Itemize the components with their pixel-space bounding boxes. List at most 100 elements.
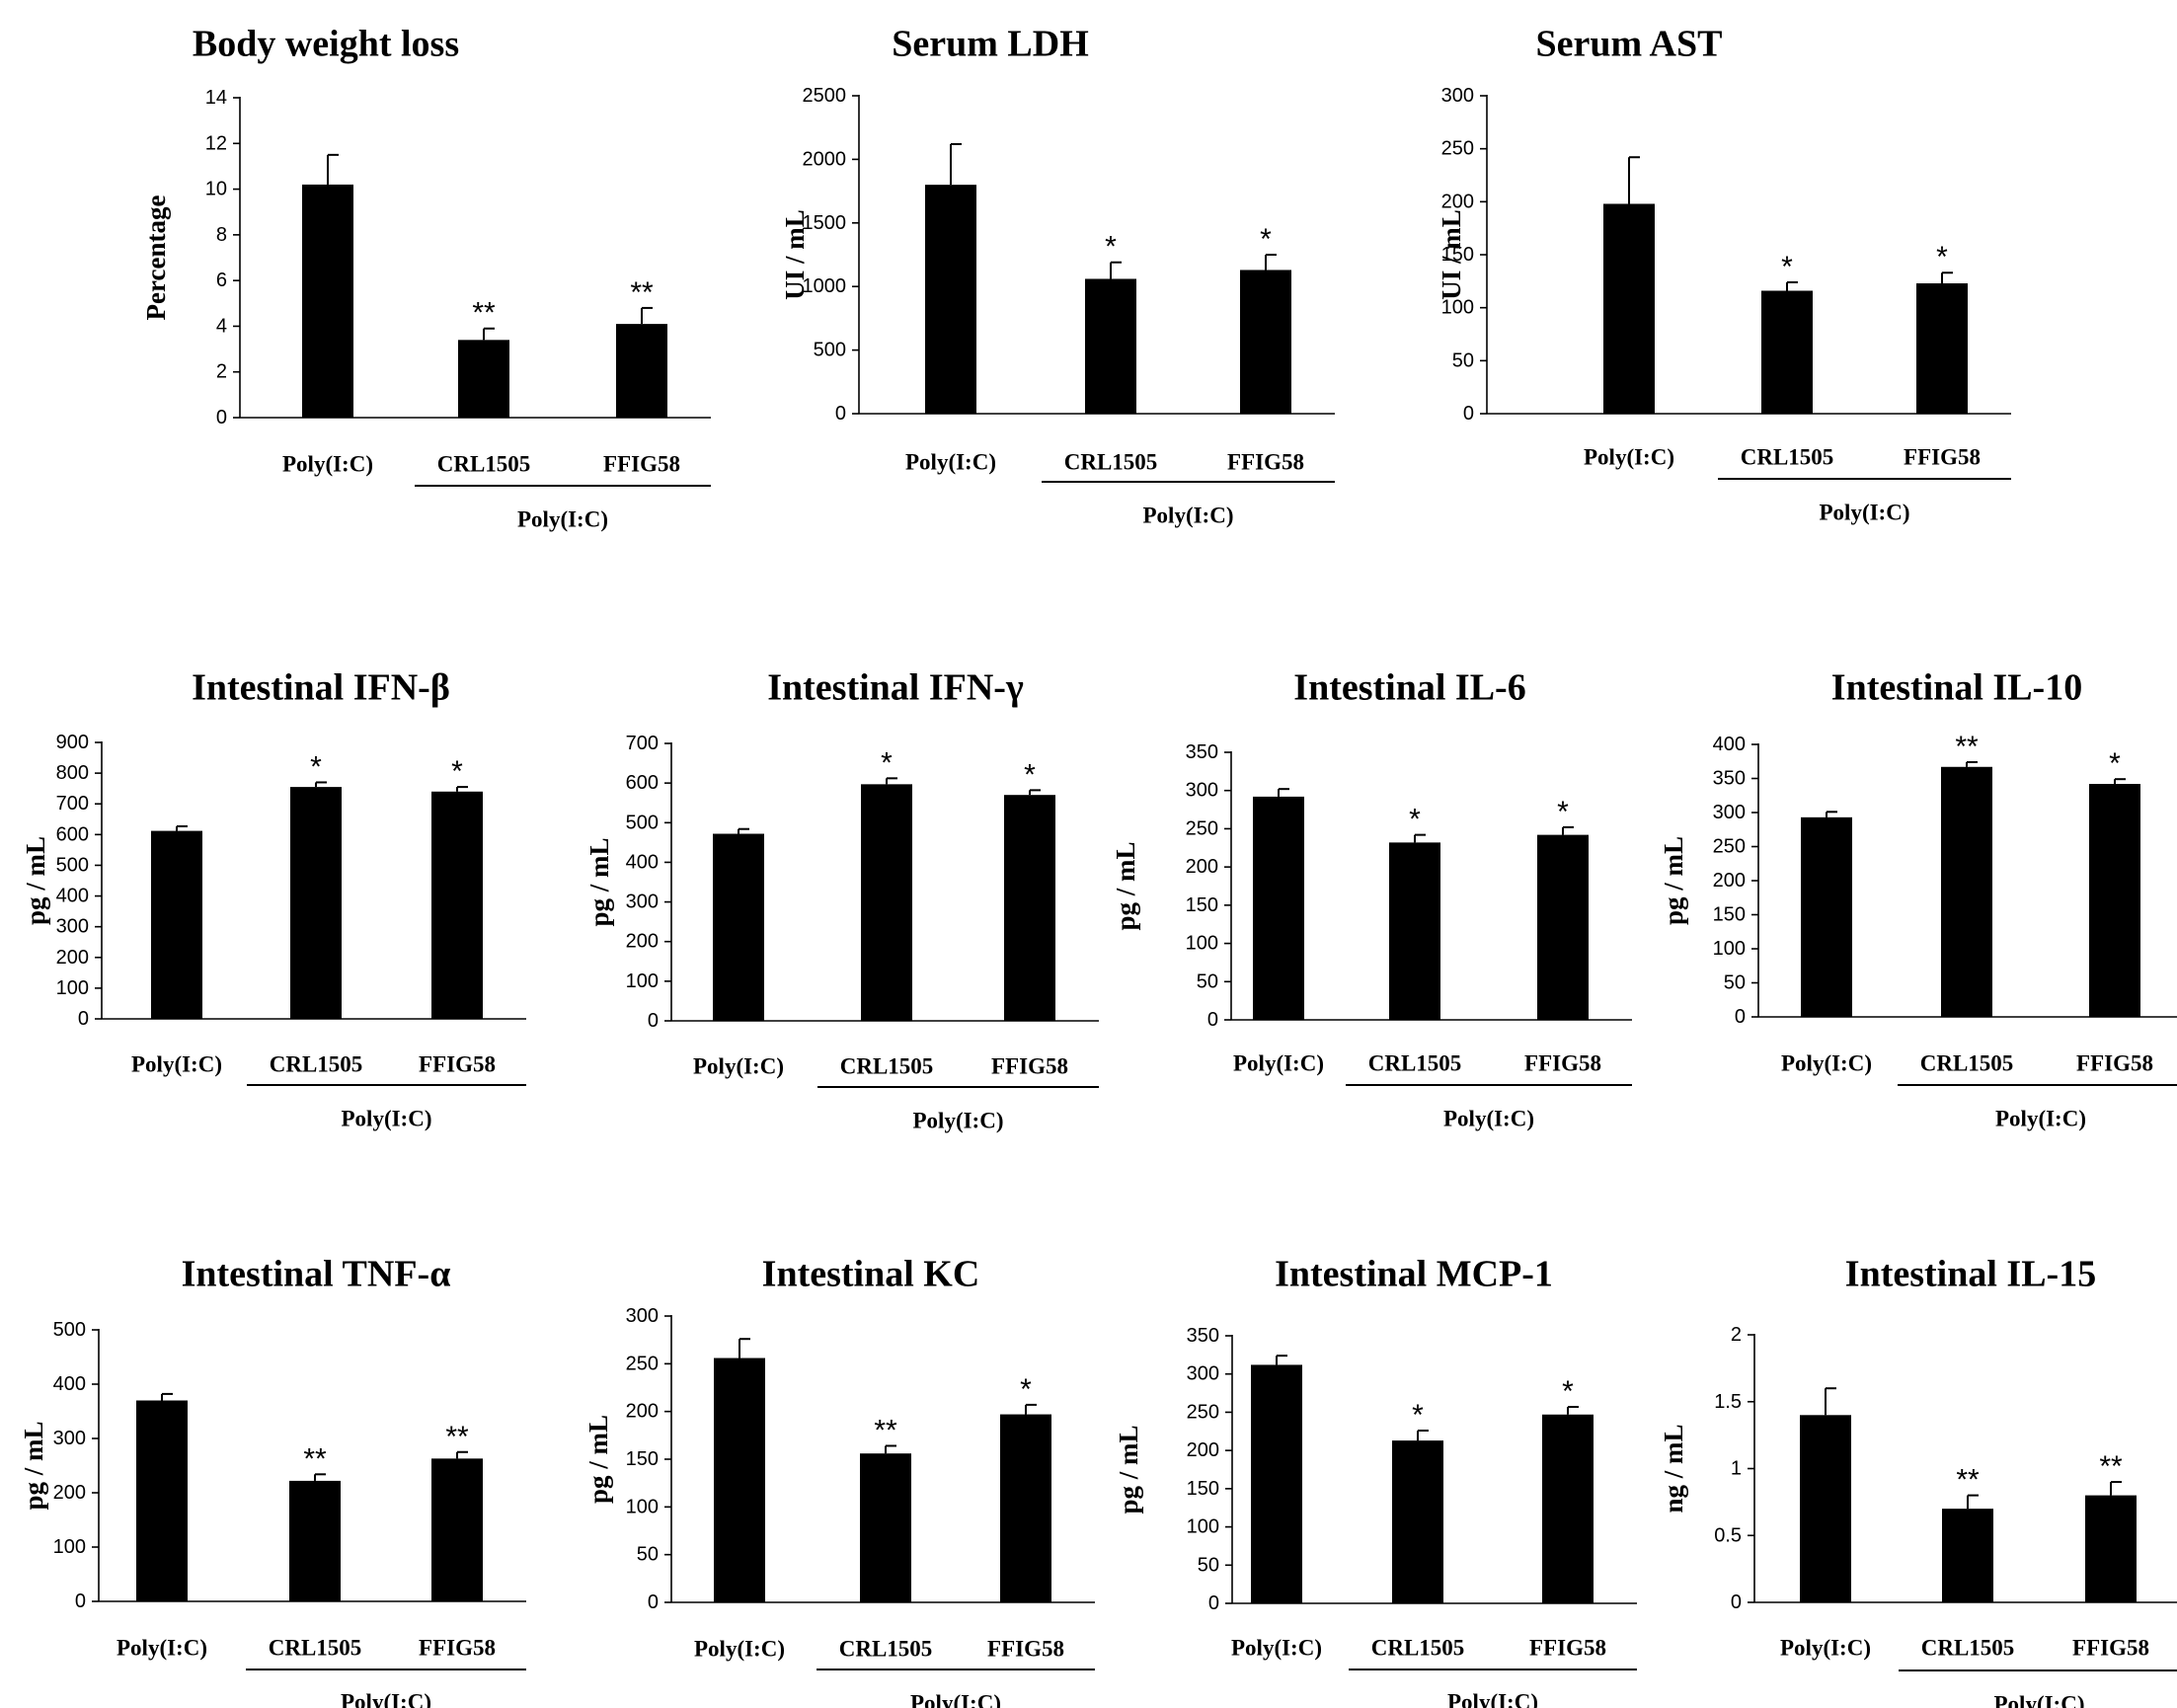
x-category-label: FFIG58 xyxy=(419,1052,496,1077)
error-bar xyxy=(1276,1355,1287,1365)
y-tick-label: 14 xyxy=(205,87,227,109)
significance-marker: * xyxy=(1260,223,1272,256)
bar xyxy=(302,184,353,418)
chart-title: Intestinal IL-6 xyxy=(1293,666,1525,708)
chart-panel: Intestinal KC pg / mL 0 50 100 150 200 250 300 Po… xyxy=(583,1253,1095,1708)
error-bar xyxy=(1628,156,1640,204)
y-axis-label: UI / mL xyxy=(780,209,810,300)
y-tick-label: 150 xyxy=(626,1448,659,1470)
group-label: Poly(I:C) xyxy=(1994,1692,2085,1708)
error-bar xyxy=(1967,1494,1979,1510)
bar xyxy=(1942,1509,1993,1602)
error-bar xyxy=(327,153,339,185)
bar xyxy=(431,791,483,1019)
y-tick-label: 300 xyxy=(1187,1363,1219,1385)
x-category-label: CRL1505 xyxy=(840,1054,934,1079)
x-category-label: Poly(I:C) xyxy=(131,1052,222,1077)
x-category-label: FFIG58 xyxy=(1524,1051,1601,1076)
chart-panel: Body weight loss Percentage 0 2 4 6 8 10 12 14 Pol… xyxy=(141,23,711,532)
significance-marker: ** xyxy=(445,1421,469,1453)
bar xyxy=(1941,766,1992,1017)
y-tick-label: 1.5 xyxy=(1714,1391,1742,1413)
bar xyxy=(1542,1414,1594,1603)
significance-marker: ** xyxy=(303,1442,327,1475)
bar xyxy=(289,1480,341,1601)
bar xyxy=(861,784,912,1021)
y-axis-label: UI / mL xyxy=(1437,209,1466,300)
bar xyxy=(713,833,764,1021)
chart-panel: Intestinal IL-10 pg / mL 0 50 100 150 200 250 30… xyxy=(1659,666,2177,1131)
chart-panel: Intestinal IFN-γ pg / mL 0 100 200 300 400 500 6… xyxy=(584,666,1099,1133)
y-tick-label: 100 xyxy=(1441,297,1474,319)
y-tick-label: 150 xyxy=(1186,894,1218,916)
significance-marker: ** xyxy=(1955,731,1979,763)
bar xyxy=(1801,816,1852,1017)
y-axis-label: ng / mL xyxy=(1659,1424,1688,1513)
y-tick-label: 2 xyxy=(1731,1324,1742,1346)
y-tick-label: 150 xyxy=(1187,1478,1219,1500)
y-tick-label: 200 xyxy=(626,931,659,953)
error-bar xyxy=(161,1392,173,1401)
y-axis-label: pg / mL xyxy=(1659,836,1688,925)
error-bar xyxy=(886,777,897,785)
x-category-label: FFIG58 xyxy=(991,1054,1068,1079)
y-tick-label: 50 xyxy=(637,1544,659,1566)
y-tick-label: 400 xyxy=(53,1373,86,1395)
error-bar xyxy=(483,327,495,341)
y-axis-label: pg / mL xyxy=(583,1415,613,1504)
significance-marker: ** xyxy=(2099,1450,2123,1483)
y-tick-label: 500 xyxy=(814,340,846,361)
y-tick-label: 2000 xyxy=(803,148,847,170)
y-axis-label: pg / mL xyxy=(19,1421,48,1510)
x-category-label: Poly(I:C) xyxy=(905,450,996,475)
y-tick-label: 400 xyxy=(1713,734,1746,755)
x-category-label: CRL1505 xyxy=(1371,1636,1465,1661)
y-tick-label: 150 xyxy=(1713,904,1746,926)
y-tick-label: 250 xyxy=(1441,138,1474,160)
chart-panel: Intestinal MCP-1 pg / mL 0 50 100 150 200 250 30… xyxy=(1114,1253,1637,1708)
x-category-label: CRL1505 xyxy=(1921,1636,2015,1661)
bar xyxy=(151,830,202,1019)
x-category-label: CRL1505 xyxy=(1368,1051,1462,1076)
y-tick-label: 600 xyxy=(56,823,89,845)
y-tick-label: 12 xyxy=(205,132,227,154)
y-tick-label: 200 xyxy=(56,947,89,969)
y-axis-label: Percentage xyxy=(141,195,171,321)
y-tick-label: 0 xyxy=(216,407,227,428)
y-axis-label: pg / mL xyxy=(21,836,50,925)
group-label: Poly(I:C) xyxy=(910,1691,1001,1708)
significance-marker: ** xyxy=(630,276,654,309)
group-label: Poly(I:C) xyxy=(1143,504,1234,528)
y-tick-label: 350 xyxy=(1713,768,1746,790)
y-tick-label: 400 xyxy=(56,886,89,907)
y-tick-label: 150 xyxy=(1441,244,1474,266)
error-bar xyxy=(1941,272,1953,283)
group-label: Poly(I:C) xyxy=(1995,1107,2086,1131)
y-tick-label: 700 xyxy=(56,793,89,815)
error-bar xyxy=(1825,1387,1836,1416)
x-category-label: Poly(I:C) xyxy=(1231,1636,1322,1661)
y-tick-label: 0 xyxy=(1208,1592,1219,1614)
y-tick-label: 300 xyxy=(626,1305,659,1327)
y-tick-label: 300 xyxy=(53,1428,86,1449)
y-tick-label: 250 xyxy=(1713,836,1746,858)
x-category-label: Poly(I:C) xyxy=(693,1054,784,1079)
error-bar xyxy=(641,306,653,325)
bar xyxy=(2089,784,2140,1017)
x-category-label: Poly(I:C) xyxy=(117,1636,207,1661)
significance-marker: * xyxy=(451,755,463,788)
chart-panel: Serum AST UI / mL 0 50 100 150 200 250 300 Poly(I… xyxy=(1437,23,2011,525)
y-tick-label: 100 xyxy=(53,1536,86,1558)
y-tick-label: 100 xyxy=(1187,1516,1219,1538)
chart-title: Serum AST xyxy=(1536,23,1723,64)
y-tick-label: 6 xyxy=(216,270,227,291)
significance-marker: * xyxy=(1020,1373,1032,1406)
chart-panel: Intestinal IL-15 ng / mL 0 0.5 1 1.5 2 Poly(I:C… xyxy=(1659,1253,2177,1708)
error-bar xyxy=(1278,788,1289,797)
y-tick-label: 0 xyxy=(1207,1009,1218,1031)
x-category-label: Poly(I:C) xyxy=(1233,1051,1324,1076)
x-category-label: FFIG58 xyxy=(1227,450,1304,475)
y-tick-label: 50 xyxy=(1197,970,1218,992)
chart-panel: Intestinal IL-6 pg / mL 0 50 100 150 200 250 300… xyxy=(1111,666,1632,1131)
group-label: Poly(I:C) xyxy=(341,1690,431,1708)
